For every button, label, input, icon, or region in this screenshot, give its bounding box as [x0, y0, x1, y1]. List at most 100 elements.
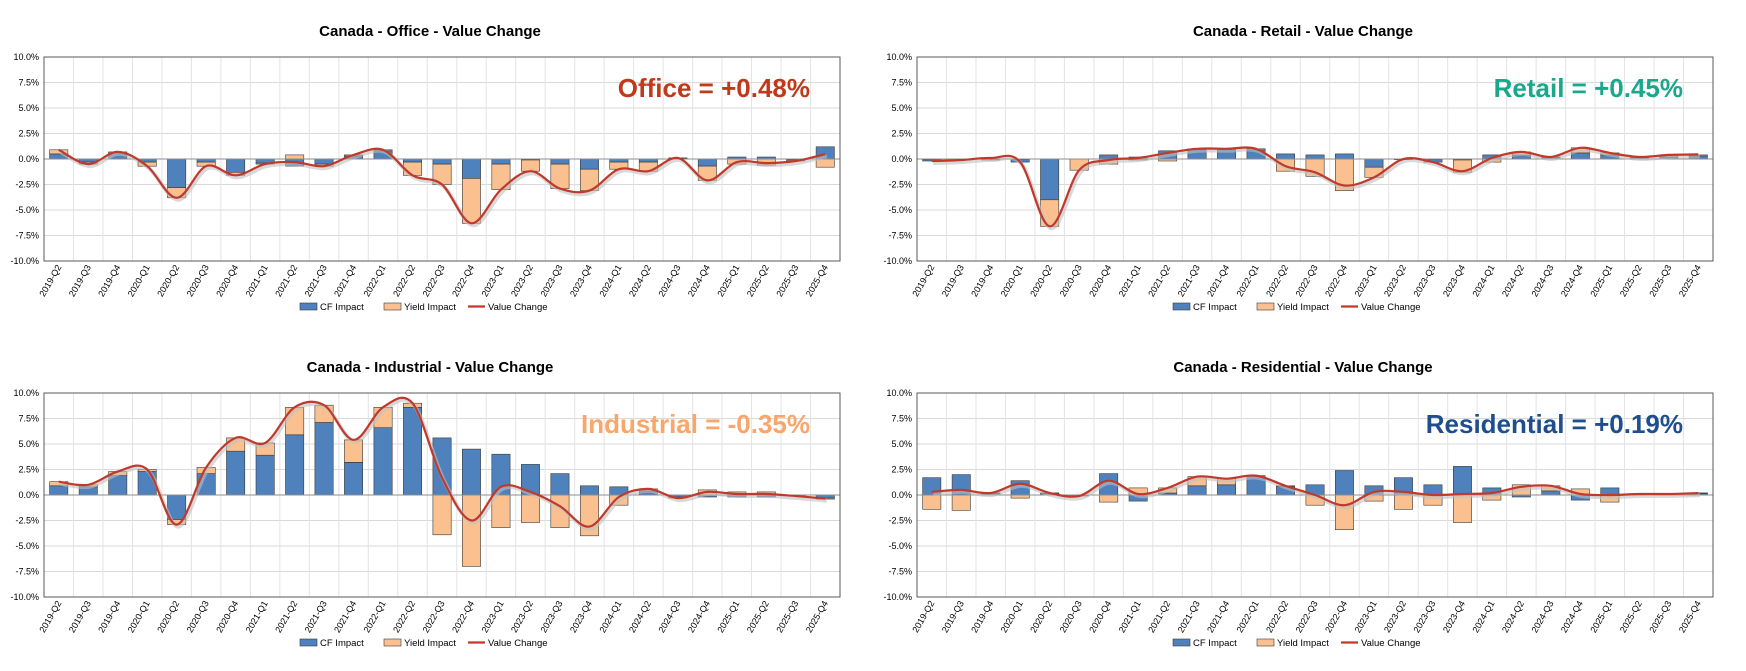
chart-title: Canada - Industrial - Value Change: [307, 359, 554, 376]
chart-title: Canada - Office - Value Change: [319, 23, 541, 40]
x-tick-label: 2023-Q1: [1353, 263, 1379, 298]
y-tick-label: 10.0%: [886, 388, 912, 398]
cf-impact-bar: [1040, 158, 1060, 201]
x-tick-label: 2024-Q1: [597, 263, 623, 298]
x-tick-label: 2021-Q1: [244, 263, 270, 298]
x-tick-label: 2024-Q4: [1559, 263, 1585, 298]
x-tick-label: 2023-Q2: [509, 263, 535, 298]
residential-chart-panel: Canada - Residential - Value Change 10.0%…: [873, 336, 1746, 649]
cf-impact-bar: [491, 158, 511, 165]
cf-impact-legend-label: CF Impact: [320, 302, 364, 313]
x-tick-label: 2020-Q1: [126, 263, 152, 298]
yield-impact-legend-label: Yield Impact: [1277, 638, 1329, 649]
value-change-line: [58, 396, 826, 528]
cf-impact-bar: [550, 158, 570, 165]
y-tick-label: 5.0%: [891, 103, 912, 113]
x-tick-label: 2022-Q2: [1264, 599, 1290, 634]
x-tick-label: 2023-Q3: [1411, 263, 1437, 298]
cf-impact-legend-swatch: [1172, 302, 1191, 311]
y-tick-label: -5.0%: [15, 205, 39, 215]
x-tick-label: 2022-Q4: [450, 599, 476, 634]
x-tick-label: 2022-Q4: [450, 263, 476, 298]
value-change-line: [931, 146, 1699, 228]
x-tick-label: 2024-Q1: [1470, 599, 1496, 634]
cf-impact-bar: [1334, 470, 1354, 496]
x-tick-label: 2025-Q4: [1677, 599, 1703, 634]
x-tick-label: 2025-Q3: [1647, 263, 1673, 298]
office-chart-panel: Canada - Office - Value Change 10.0% 7.5% 5…: [0, 0, 873, 313]
chart-title: Canada - Retail - Value Change: [1193, 23, 1413, 40]
x-tick-label: 2024-Q1: [1470, 263, 1496, 298]
yield-impact-bar: [1099, 494, 1119, 503]
x-tick-label: 2023-Q4: [1441, 599, 1467, 634]
plot-border: [43, 56, 841, 262]
x-tick-label: 2021-Q2: [273, 599, 299, 634]
x-tick-label: 2023-Q4: [568, 263, 594, 298]
legend: CF Impact Yield Impact Value Change: [1172, 638, 1421, 649]
y-tick-label: 2.5%: [891, 129, 912, 139]
y-tick-label: 0.0%: [891, 490, 912, 500]
x-tick-label: 2020-Q3: [1058, 599, 1084, 634]
x-tick-label: 2022-Q3: [1294, 263, 1320, 298]
x-tick-label: 2019-Q2: [910, 263, 936, 298]
x-tick-label: 2025-Q3: [774, 599, 800, 634]
x-tick-label: 2024-Q4: [1559, 599, 1585, 634]
cf-impact-bar: [314, 422, 334, 496]
yield-impact-bar: [461, 494, 481, 567]
x-tick-label: 2019-Q3: [67, 599, 93, 634]
cf-impact-legend-label: CF Impact: [320, 638, 364, 649]
cf-impact-bar: [1364, 158, 1384, 168]
y-tick-label: -10.0%: [10, 256, 39, 266]
x-tick-label: 2020-Q1: [999, 263, 1025, 298]
x-tick-label: 2024-Q2: [1500, 599, 1526, 634]
x-tick-label: 2023-Q2: [1382, 599, 1408, 634]
cf-impact-bar: [1276, 153, 1295, 160]
summary-annotation: Office = +0.48%: [618, 73, 810, 103]
x-tick-label: 2024-Q2: [627, 599, 653, 634]
cf-impact-bar: [432, 158, 452, 165]
x-tick-label: 2019-Q3: [940, 599, 966, 634]
x-tick-label: 2023-Q4: [1441, 263, 1467, 298]
y-tick-label: 7.5%: [18, 78, 39, 88]
x-tick-label: 2022-Q1: [1235, 599, 1261, 634]
y-tick-label: 5.0%: [18, 103, 39, 113]
x-tick-label: 2020-Q4: [1087, 599, 1113, 634]
cf-impact-bar: [373, 427, 393, 496]
y-tick-label: 0.0%: [891, 154, 912, 164]
y-tick-label: 7.5%: [891, 414, 912, 424]
x-tick-label: 2025-Q1: [715, 599, 741, 634]
plot-border: [43, 392, 841, 598]
retail-chart: Canada - Retail - Value Change 10.0% 7.5% 5…: [883, 23, 1714, 313]
x-tick-label: 2022-Q1: [362, 263, 388, 298]
summary-annotation: Retail = +0.45%: [1494, 73, 1683, 103]
summary-annotation: Industrial = -0.35%: [581, 409, 810, 439]
x-tick-label: 2024-Q3: [1529, 263, 1555, 298]
x-tick-label: 2021-Q2: [273, 263, 299, 298]
cf-impact-legend-label: CF Impact: [1193, 302, 1237, 313]
y-tick-label: -10.0%: [883, 256, 912, 266]
yield-impact-legend-swatch: [1256, 638, 1275, 647]
x-tick-label: 2019-Q4: [96, 263, 122, 298]
cf-impact-bar: [49, 485, 69, 496]
x-tick-label: 2024-Q3: [656, 599, 682, 634]
x-tick-label: 2023-Q3: [538, 599, 564, 634]
x-tick-label: 2021-Q3: [303, 263, 329, 298]
x-tick-label: 2023-Q1: [480, 599, 506, 634]
yield-impact-bar: [951, 494, 971, 511]
x-tick-label: 2019-Q2: [37, 263, 63, 298]
y-tick-label: 7.5%: [891, 78, 912, 88]
x-tick-label: 2020-Q4: [1087, 263, 1113, 298]
x-tick-label: 2019-Q2: [37, 599, 63, 634]
summary-annotation: Residential = +0.19%: [1426, 409, 1683, 439]
y-tick-label: 5.0%: [891, 439, 912, 449]
cf-impact-bar: [461, 448, 481, 496]
x-tick-label: 2022-Q2: [1264, 263, 1290, 298]
cf-impact-bar: [1452, 466, 1472, 496]
x-tick-label: 2020-Q2: [155, 599, 181, 634]
y-tick-label: -10.0%: [883, 592, 912, 602]
y-tick-label: 10.0%: [13, 52, 39, 62]
x-tick-label: 2024-Q4: [686, 263, 712, 298]
cf-impact-bar: [167, 158, 187, 188]
x-tick-label: 2024-Q1: [597, 599, 623, 634]
